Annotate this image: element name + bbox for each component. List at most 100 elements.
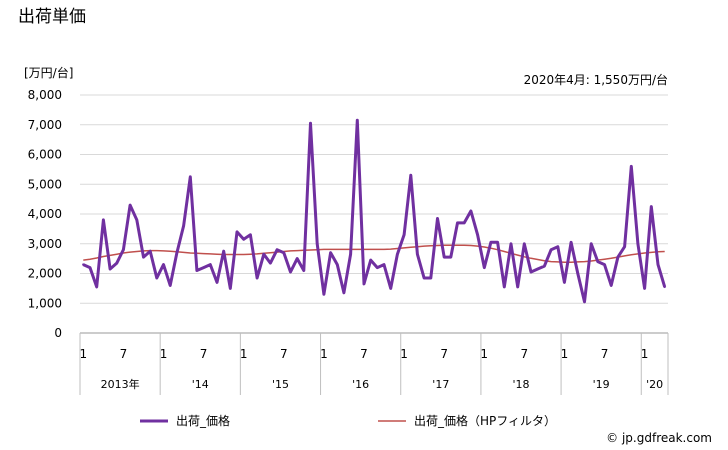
legend-label-hp-filter: 出荷_価格（HPフィルタ）	[414, 413, 556, 428]
data-point	[202, 266, 205, 269]
x-tick-label: 1	[561, 347, 569, 361]
data-point	[282, 251, 285, 254]
data-point	[616, 255, 620, 259]
data-point	[389, 287, 392, 290]
data-point	[583, 300, 586, 303]
y-tick-label: 0	[54, 326, 62, 340]
legend: 出荷_価格 出荷_価格（HPフィルタ）	[140, 413, 556, 428]
data-point	[102, 218, 105, 222]
data-point	[483, 266, 486, 269]
year-label: '14	[192, 378, 209, 391]
data-point	[209, 263, 212, 266]
x-tick-label: 7	[120, 347, 128, 361]
data-point	[543, 264, 546, 268]
data-point	[169, 284, 172, 287]
x-tick-label: 1	[240, 347, 248, 361]
data-point	[469, 209, 473, 213]
data-point	[336, 263, 339, 266]
data-point	[162, 263, 165, 266]
y-axis-label: [万円/台]	[24, 65, 73, 80]
year-label: '16	[352, 378, 369, 391]
legend-label-price: 出荷_価格	[176, 413, 230, 428]
data-point	[255, 276, 259, 280]
data-point	[630, 165, 633, 168]
x-tick-label: 1	[80, 347, 88, 361]
data-point	[463, 221, 466, 225]
data-point	[362, 282, 366, 286]
data-point	[663, 285, 666, 289]
x-tick-labels: 1 7 1 7 1 7 1 7 1 7 1 7 1 7 1	[79, 333, 669, 395]
data-point	[369, 258, 372, 262]
data-point	[402, 233, 406, 237]
data-point	[563, 281, 566, 284]
data-point	[289, 270, 292, 274]
data-point	[416, 252, 419, 256]
data-point	[476, 233, 479, 237]
data-point	[189, 175, 192, 179]
data-point	[576, 272, 579, 275]
y-tick-label: 7,000	[28, 118, 62, 132]
data-point	[429, 276, 432, 280]
x-tick-label: 1	[480, 347, 488, 361]
latest-value-annotation: 2020年4月: 1,550万円/台	[524, 72, 668, 87]
data-point	[249, 233, 252, 237]
page-title: 出荷単価	[18, 7, 86, 27]
data-point	[182, 224, 185, 228]
data-point	[556, 245, 559, 248]
data-point	[382, 263, 386, 266]
data-point	[603, 263, 606, 266]
data-point	[302, 269, 306, 272]
data-point	[342, 291, 346, 295]
series-line-hp-filter	[83, 244, 665, 263]
data-point	[529, 270, 533, 274]
x-tick-label: 7	[280, 347, 288, 361]
x-tick-label: 1	[320, 347, 328, 361]
data-point	[442, 255, 446, 259]
data-point	[155, 276, 159, 280]
x-tick-label: 7	[200, 347, 208, 361]
data-point	[322, 293, 326, 296]
footer-credit: © jp.gdfreak.com	[606, 431, 712, 445]
data-point	[636, 242, 640, 245]
data-point	[242, 238, 245, 241]
data-point	[536, 267, 539, 271]
data-point	[135, 218, 138, 222]
grid-lines	[80, 94, 668, 304]
data-point	[148, 249, 152, 253]
data-points	[82, 119, 666, 303]
year-labels: 2013年 '14 '15 '16 '17 '18 '19 '20	[101, 377, 664, 391]
year-label: '17	[432, 378, 449, 391]
data-point	[275, 248, 279, 251]
series-line-price	[82, 118, 667, 304]
x-tick-label: 1	[641, 347, 649, 361]
data-point	[569, 241, 573, 244]
data-point	[115, 261, 118, 265]
data-point	[396, 252, 399, 256]
data-point	[316, 242, 319, 245]
x-tick-label: 1	[160, 347, 168, 361]
data-point	[88, 266, 92, 269]
y-tick-label: 5,000	[28, 177, 62, 191]
data-point	[215, 281, 219, 284]
data-point	[456, 221, 459, 225]
data-point	[235, 230, 239, 234]
year-label: '15	[272, 378, 289, 391]
x-tick-label: 7	[360, 347, 368, 361]
data-point	[610, 284, 613, 287]
data-point	[549, 248, 553, 251]
x-tick-label: 7	[601, 347, 609, 361]
year-label: '18	[512, 378, 529, 391]
y-tick-label: 3,000	[28, 237, 62, 251]
data-point	[229, 287, 232, 290]
data-point	[269, 261, 272, 265]
data-point	[489, 241, 493, 244]
y-tick-label: 4,000	[28, 207, 62, 221]
data-point	[509, 242, 513, 245]
y-tick-label: 2,000	[28, 267, 62, 281]
y-tick-label: 6,000	[28, 148, 62, 162]
data-point	[409, 174, 412, 177]
data-point	[82, 263, 85, 266]
x-tick-label: 7	[440, 347, 448, 361]
data-point	[175, 251, 179, 254]
